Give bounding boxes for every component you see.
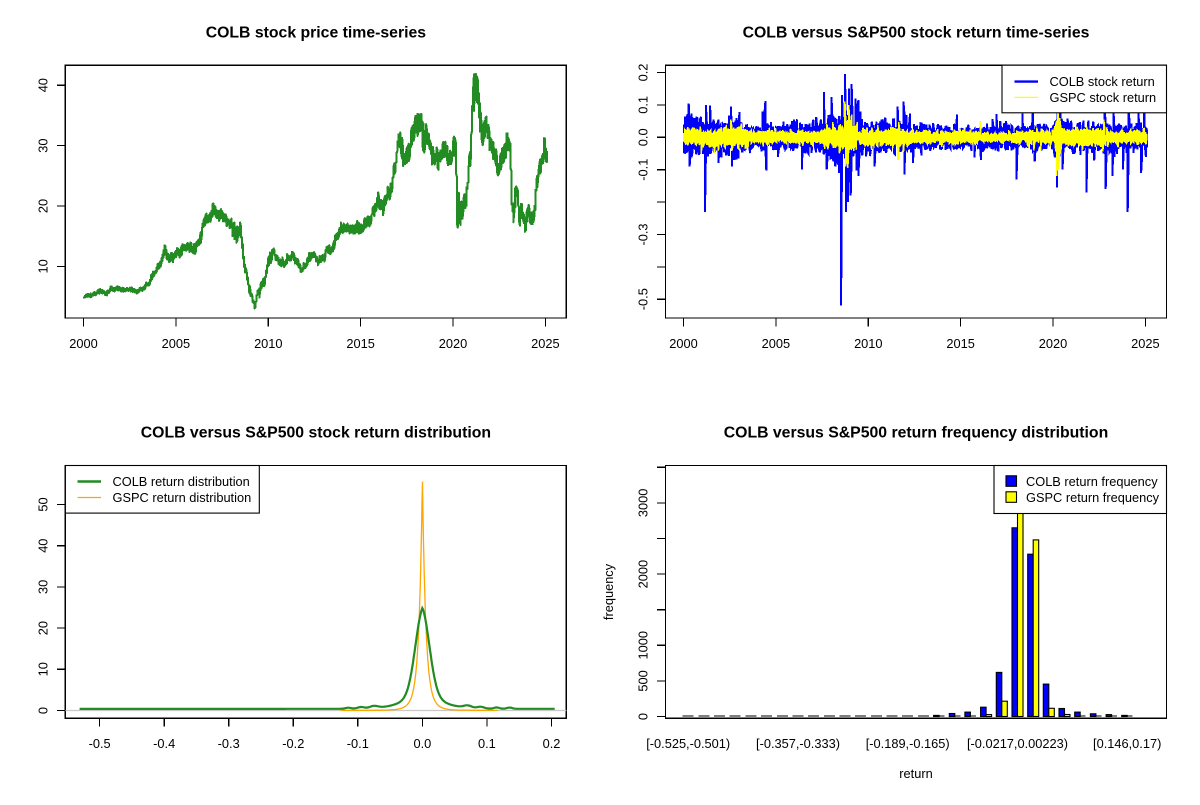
svg-text:[-0.525,-0.501): [-0.525,-0.501)	[646, 736, 730, 751]
svg-text:30: 30	[36, 138, 51, 152]
svg-text:return: return	[899, 766, 932, 781]
svg-text:COLB stock price time-series: COLB stock price time-series	[206, 25, 427, 42]
svg-text:frequency: frequency	[601, 563, 616, 620]
svg-text:2005: 2005	[762, 336, 790, 351]
svg-text:GSPC return distribution: GSPC return distribution	[113, 490, 252, 505]
svg-text:20: 20	[36, 621, 51, 635]
svg-text:50: 50	[36, 497, 51, 511]
svg-text:0.1: 0.1	[636, 96, 651, 114]
svg-text:40: 40	[36, 78, 51, 92]
svg-text:2020: 2020	[439, 336, 467, 351]
svg-text:30: 30	[36, 580, 51, 594]
svg-text:-0.4: -0.4	[153, 736, 175, 751]
svg-text:2010: 2010	[854, 336, 882, 351]
svg-text:COLB versus S&P500 return freq: COLB versus S&P500 return frequency dist…	[724, 425, 1108, 442]
svg-text:1000: 1000	[636, 631, 651, 659]
svg-text:40: 40	[36, 539, 51, 553]
svg-text:GSPC stock return: GSPC stock return	[1050, 90, 1157, 105]
svg-text:[-0.0217,0.00223): [-0.0217,0.00223)	[967, 736, 1068, 751]
svg-text:[0.146,0.17): [0.146,0.17)	[1093, 736, 1161, 751]
svg-text:-0.5: -0.5	[89, 736, 111, 751]
svg-text:-0.3: -0.3	[636, 223, 651, 245]
svg-text:0.0: 0.0	[636, 128, 651, 146]
svg-text:2015: 2015	[946, 336, 974, 351]
svg-text:0.1: 0.1	[478, 736, 496, 751]
svg-text:10: 10	[36, 662, 51, 676]
svg-text:2020: 2020	[1039, 336, 1067, 351]
svg-text:10: 10	[36, 259, 51, 273]
svg-text:0: 0	[36, 707, 51, 714]
svg-text:500: 500	[636, 670, 651, 691]
svg-text:-0.3: -0.3	[218, 736, 240, 751]
svg-text:0.2: 0.2	[543, 736, 561, 751]
svg-text:20: 20	[36, 199, 51, 213]
svg-text:COLB versus S&P500 stock retur: COLB versus S&P500 stock return distribu…	[141, 425, 491, 442]
svg-text:2000: 2000	[69, 336, 97, 351]
svg-text:0.0: 0.0	[414, 736, 432, 751]
svg-text:2025: 2025	[1131, 336, 1159, 351]
svg-text:2010: 2010	[254, 336, 282, 351]
svg-text:[-0.357,-0.333): [-0.357,-0.333)	[756, 736, 840, 751]
svg-text:0.2: 0.2	[636, 64, 651, 82]
svg-text:COLB return distribution: COLB return distribution	[113, 474, 250, 489]
svg-text:-0.1: -0.1	[347, 736, 369, 751]
svg-text:2015: 2015	[346, 336, 374, 351]
svg-text:-0.5: -0.5	[636, 288, 651, 310]
svg-text:-0.2: -0.2	[282, 736, 304, 751]
svg-text:2000: 2000	[636, 560, 651, 588]
svg-text:COLB stock return: COLB stock return	[1050, 74, 1155, 89]
svg-text:COLB return frequency: COLB return frequency	[1026, 474, 1158, 489]
svg-text:-0.1: -0.1	[636, 159, 651, 181]
svg-text:COLB versus S&P500 stock retur: COLB versus S&P500 stock return time-ser…	[743, 25, 1090, 42]
svg-text:2025: 2025	[531, 336, 559, 351]
svg-text:0: 0	[636, 713, 651, 720]
svg-text:2000: 2000	[669, 336, 697, 351]
svg-text:GSPC return frequency: GSPC return frequency	[1026, 490, 1160, 505]
svg-text:3000: 3000	[636, 489, 651, 517]
svg-text:[-0.189,-0.165): [-0.189,-0.165)	[866, 736, 950, 751]
svg-text:2005: 2005	[162, 336, 190, 351]
